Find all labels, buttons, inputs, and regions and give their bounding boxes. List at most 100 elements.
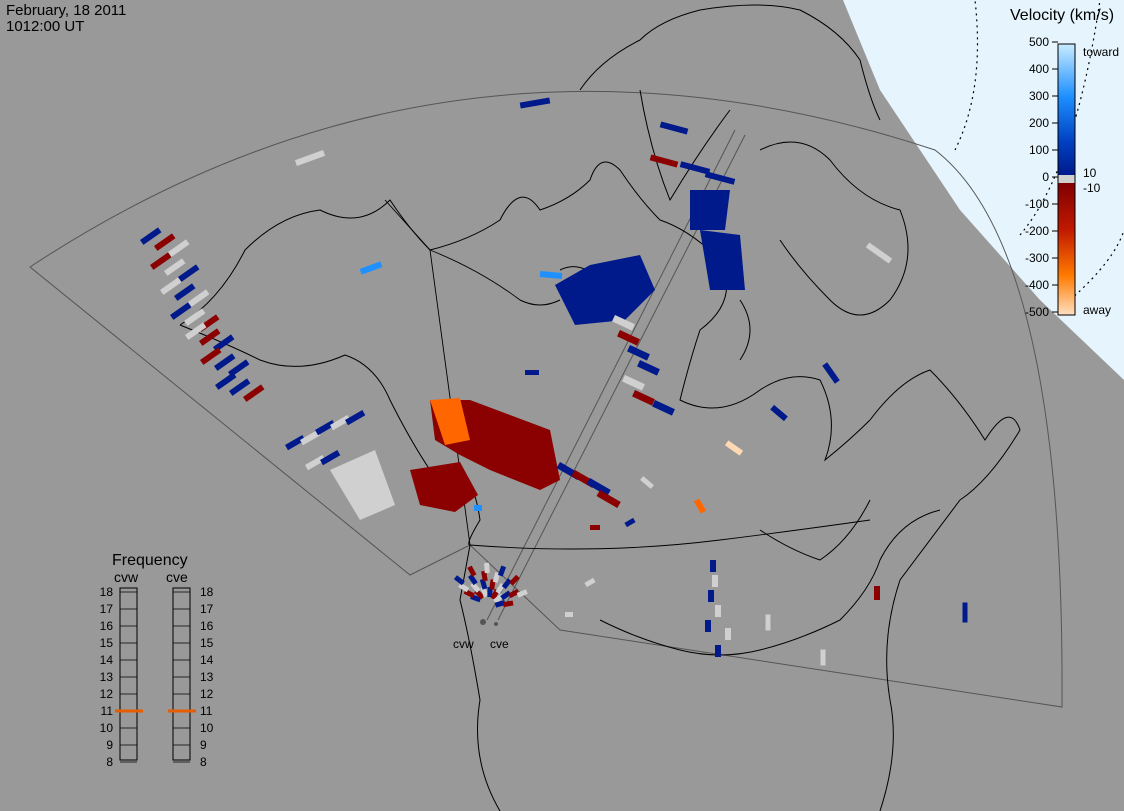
velocity-echo-bar [304, 455, 326, 471]
velocity-echo-bar [494, 600, 506, 608]
velocity-echo-bar [215, 372, 237, 390]
velocity-echo-bar [622, 375, 645, 391]
velocity-tick-label: 200 [1029, 116, 1049, 130]
velocity-low-label-pos: 10 [1083, 166, 1097, 180]
frequency-tick-label-left: 11 [101, 704, 114, 718]
velocity-tick-label: -400 [1025, 278, 1049, 292]
coastlines [179, 4, 1021, 811]
velocity-echo-bar [484, 562, 490, 574]
velocity-echo-bar [315, 420, 336, 436]
frequency-tick-label-left: 12 [100, 687, 114, 701]
velocity-echo-patch [700, 230, 745, 290]
velocity-echo-patch [555, 255, 655, 325]
frequency-tick-label-left: 8 [106, 755, 113, 769]
velocity-echo-bar [228, 359, 250, 377]
velocity-echo-bar [962, 602, 968, 623]
velocity-echo-bar [214, 353, 236, 371]
velocity-bar-away [1058, 183, 1075, 315]
velocity-color-scale: Velocity (km/s) 500 400 300 200 100 0 -100 -200… [1010, 7, 1119, 319]
velocity-echo-bar [715, 605, 721, 617]
velocity-echo-bar [500, 590, 512, 601]
frequency-radar-cve-label: cve [166, 569, 188, 585]
velocity-echo-bar [693, 498, 707, 514]
frequency-tick-label-left: 15 [100, 636, 114, 650]
velocity-echo-bar [822, 362, 840, 384]
velocity-echo-bar [652, 400, 675, 416]
frequency-tick-label-right: 8 [200, 755, 207, 769]
radar-field-of-view [29, 90, 1063, 708]
velocity-echo-bar [243, 384, 265, 402]
velocity-echo-bar [519, 97, 551, 109]
radar-site-cvw-marker [480, 619, 486, 625]
frequency-tick-label-right: 10 [200, 721, 214, 735]
frequency-radar-cvw-label: cvw [114, 569, 139, 585]
frequency-tick-label-right: 13 [200, 670, 214, 684]
velocity-echo-bar [865, 242, 893, 264]
velocity-tick-label: 500 [1029, 35, 1049, 49]
velocity-echo-bar [705, 620, 711, 632]
frequency-tick-label-left: 9 [106, 738, 113, 752]
velocity-echo-bar [174, 283, 196, 301]
velocity-echo-bar [637, 360, 660, 376]
velocity-echo-bar [188, 289, 210, 307]
velocity-away-label: away [1083, 303, 1111, 317]
frequency-tick-label-left: 14 [100, 653, 114, 667]
frequency-tick-label-right: 18 [200, 585, 214, 599]
velocity-echo-bar [178, 264, 200, 282]
frequency-tick-label-right: 14 [200, 653, 214, 667]
velocity-echo-bar [497, 565, 507, 577]
velocity-echo-bar [294, 150, 326, 166]
velocity-echo-bar [502, 600, 514, 608]
velocity-echo-bar [586, 477, 611, 497]
velocity-echo-bar [632, 390, 655, 406]
velocity-low-label-neg: -10 [1083, 181, 1101, 195]
velocity-echo-bar [596, 489, 621, 509]
velocity-echo-bar [170, 302, 192, 320]
velocity-echo-bar [725, 628, 731, 640]
map-time: 1012:00 UT [6, 18, 84, 35]
velocity-echo-bar [509, 574, 520, 586]
velocity-echo-bar [359, 261, 383, 275]
frequency-tick-label-right: 15 [200, 636, 214, 650]
frequency-tick-label-right: 9 [200, 738, 207, 752]
velocity-echo-bar [597, 300, 620, 316]
velocity-echo-bar [467, 574, 478, 586]
velocity-echo-bar [590, 525, 600, 530]
velocity-tick-label: -100 [1025, 197, 1049, 211]
velocity-echo-bar [501, 578, 512, 590]
radar-site-cvw-label: cvw [453, 637, 474, 651]
velocity-echo-bar [617, 330, 640, 346]
velocity-echo-bar [715, 645, 721, 657]
velocity-echo-bar [659, 121, 689, 135]
velocity-echo-patch [430, 398, 470, 445]
velocity-tick-label: 300 [1029, 89, 1049, 103]
velocity-echo-bar [479, 578, 488, 590]
velocity-echo-bar [624, 517, 636, 528]
velocity-echoes [140, 97, 968, 666]
velocity-tick-label: -500 [1025, 305, 1049, 319]
velocity-echo-bar [199, 328, 221, 346]
velocity-echo-bar [565, 612, 573, 617]
velocity-echo-patch [330, 450, 395, 520]
velocity-echo-bar [285, 435, 306, 451]
velocity-echo-bar [168, 239, 190, 257]
velocity-echo-bar [584, 577, 596, 588]
velocity-echo-bar [458, 582, 470, 593]
velocity-echo-bar [345, 410, 366, 426]
velocity-echo-bar [154, 233, 176, 251]
frequency-tick-label-left: 10 [100, 721, 114, 735]
velocity-toward-label: toward [1083, 45, 1119, 59]
velocity-tick-label: 400 [1029, 62, 1049, 76]
velocity-echo-bar [200, 347, 222, 365]
velocity-echo-bar [229, 378, 251, 396]
velocity-echo-bar [330, 415, 351, 431]
velocity-scale-title: Velocity (km/s) [1010, 7, 1114, 24]
frequency-tick-label-right: 12 [200, 687, 214, 701]
velocity-echo-bar [453, 575, 465, 586]
velocity-echo-bar [539, 271, 563, 279]
velocity-echo-bar [185, 322, 207, 340]
frequency-tick-label-right: 17 [200, 602, 214, 616]
velocity-echo-bar [640, 476, 654, 489]
velocity-echo-bar [679, 161, 711, 175]
velocity-echo-bar [874, 586, 880, 600]
